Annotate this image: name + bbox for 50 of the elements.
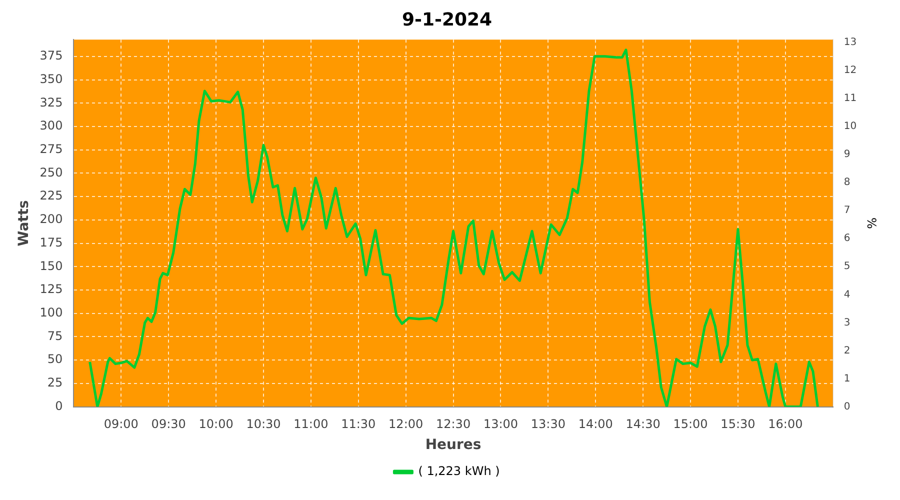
y2-tick-label: 4 (844, 289, 850, 300)
y-tick-label: 200 (40, 212, 63, 226)
y-tick-label: 50 (47, 352, 63, 366)
x-tick-label: 16:00 (768, 417, 803, 432)
y-axis-title: Watts (16, 200, 32, 246)
y2-tick-label: 10 (844, 121, 857, 132)
x-tick-label: 13:30 (530, 417, 566, 432)
y2-tick-label: 12 (844, 65, 857, 76)
y-tick-label: 300 (40, 118, 63, 133)
y-tick-label: 100 (40, 305, 63, 320)
y2-tick-label: 11 (844, 93, 857, 104)
y2-tick-label: 0 (844, 401, 850, 412)
y2-tick-label: 7 (844, 205, 850, 216)
x-tick-label: 14:30 (626, 417, 660, 432)
y-tick-label: 350 (40, 72, 63, 86)
y-tick-label: 0 (55, 398, 63, 413)
y-tick-label: 325 (40, 95, 63, 110)
y2-tick-label: 1 (844, 373, 850, 384)
x-tick-label: 13:00 (483, 417, 518, 432)
x-tick-label: 10:30 (246, 417, 281, 432)
y-tick-label: 275 (40, 142, 63, 156)
x-tick-label: 11:30 (341, 417, 376, 432)
x-tick-label: 10:00 (198, 417, 234, 432)
x-tick-label: 12:00 (388, 417, 424, 432)
y2-tick-label: 2 (844, 345, 850, 356)
y2-tick-label: 13 (844, 36, 857, 48)
y-tick-label: 250 (40, 165, 63, 180)
y-tick-label: 125 (40, 282, 63, 296)
x-tick-label: 11:00 (294, 417, 328, 432)
x-tick-label: 14:00 (578, 417, 613, 432)
x-tick-label: 09:30 (151, 417, 186, 432)
y2-tick-label: 9 (844, 149, 850, 160)
x-axis-title: Heures (425, 437, 482, 454)
y-tick-label: 375 (40, 48, 63, 63)
y2-tick-label: 3 (844, 317, 850, 328)
y-tick-label: 150 (40, 258, 63, 273)
y-tick-label: 225 (40, 188, 63, 203)
legend-label: ( 1,223 kWh ) (418, 464, 500, 478)
y2-axis-title: % (864, 217, 879, 229)
x-tick-label: 15:30 (720, 417, 756, 432)
y-tick-label: 175 (40, 235, 63, 250)
y2-tick-label: 5 (844, 261, 850, 272)
chart-title: 9-1-2024 (402, 9, 492, 30)
y-tick-label: 75 (47, 328, 63, 343)
y2-tick-label: 6 (844, 233, 850, 244)
y-tick-label: 25 (47, 376, 63, 390)
x-tick-label: 15:00 (673, 417, 708, 432)
x-tick-label: 12:30 (436, 417, 471, 432)
x-tick-label: 09:00 (104, 417, 138, 432)
y2-tick-label: 8 (844, 177, 850, 188)
